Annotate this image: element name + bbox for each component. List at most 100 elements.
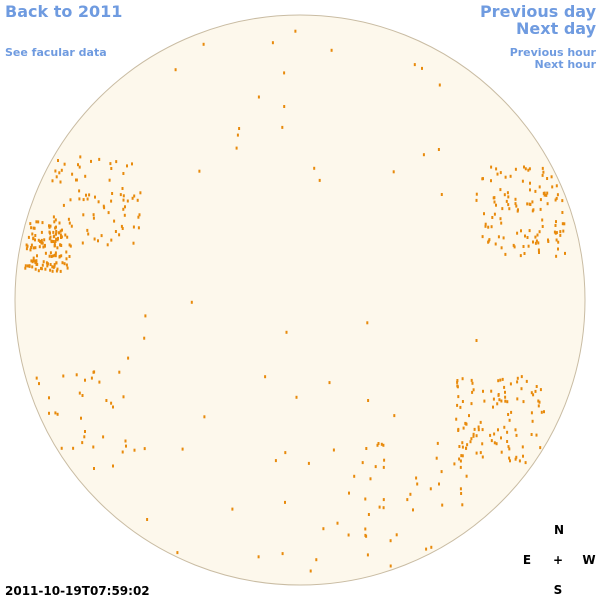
facula — [514, 428, 517, 432]
facula — [40, 241, 43, 245]
facula — [393, 414, 396, 418]
facula — [562, 229, 565, 233]
facula — [529, 203, 532, 206]
facula — [438, 83, 441, 87]
facula — [458, 445, 461, 448]
facula — [382, 443, 385, 447]
facula — [378, 505, 381, 509]
facula — [51, 265, 54, 269]
facula — [554, 198, 557, 202]
facula — [29, 248, 32, 252]
facula — [537, 241, 540, 245]
next-day-link[interactable]: Next day — [516, 19, 597, 38]
facula — [508, 447, 511, 451]
facula — [553, 230, 556, 234]
facula — [52, 230, 55, 234]
facula — [499, 188, 502, 192]
facula — [84, 174, 87, 178]
facula — [555, 231, 558, 235]
facula — [41, 221, 44, 225]
facula — [416, 482, 419, 486]
facula — [534, 389, 537, 393]
facula — [94, 195, 96, 199]
facula — [54, 251, 57, 255]
facula — [238, 127, 241, 130]
facula — [507, 195, 510, 199]
back-link[interactable]: Back to 2011 — [5, 2, 122, 21]
facula — [508, 418, 511, 422]
facula — [489, 433, 492, 437]
facula — [48, 230, 51, 234]
facula — [461, 400, 464, 403]
facula — [131, 162, 133, 166]
facula — [538, 400, 541, 404]
facula — [27, 235, 30, 239]
facula — [441, 503, 444, 507]
facula — [538, 230, 541, 234]
facula — [377, 442, 380, 445]
facula — [481, 235, 484, 239]
previous-day-link[interactable]: Previous day — [480, 2, 597, 21]
facula — [496, 402, 499, 406]
facula — [110, 238, 113, 242]
facula — [81, 394, 84, 397]
facula — [54, 218, 57, 222]
facula — [53, 264, 56, 268]
facula — [514, 202, 517, 206]
facula — [38, 382, 40, 386]
facula — [563, 222, 566, 226]
facula — [125, 444, 127, 448]
facula — [554, 224, 557, 227]
facula — [366, 553, 369, 557]
facula — [110, 167, 113, 170]
previous-hour-link[interactable]: Previous hour — [510, 46, 597, 59]
facula — [374, 465, 377, 469]
facula — [500, 450, 503, 454]
facula — [506, 440, 509, 443]
facula — [497, 393, 500, 396]
facula — [440, 193, 443, 196]
facula — [465, 422, 468, 426]
facula — [54, 411, 57, 415]
facula — [537, 404, 540, 408]
facula — [459, 487, 462, 491]
facula — [122, 198, 125, 202]
facula — [481, 442, 484, 446]
facula — [413, 63, 416, 67]
facula — [97, 200, 100, 204]
facula — [462, 426, 465, 430]
facula — [547, 240, 550, 243]
facula — [32, 246, 35, 250]
facula — [557, 240, 560, 244]
facula — [514, 457, 517, 461]
facula — [133, 194, 136, 198]
facula — [529, 188, 531, 192]
facula — [37, 238, 40, 242]
facula — [30, 259, 33, 263]
facula — [56, 412, 59, 416]
facula — [475, 192, 478, 196]
facula — [493, 212, 496, 216]
next-hour-link[interactable]: Next hour — [535, 58, 597, 71]
facula — [367, 399, 370, 402]
facula — [271, 41, 274, 45]
facula — [90, 376, 93, 380]
facula — [332, 448, 335, 452]
facula — [472, 434, 475, 438]
facular-link[interactable]: See facular data — [5, 46, 107, 59]
facula — [516, 380, 519, 384]
facula — [528, 229, 531, 233]
facula — [506, 400, 509, 404]
facula — [502, 236, 505, 240]
facula — [44, 251, 47, 255]
facula — [97, 239, 99, 243]
facula — [525, 379, 528, 383]
facula — [198, 169, 201, 173]
facula — [535, 239, 538, 243]
facula — [527, 168, 530, 172]
facula — [34, 238, 36, 242]
facula — [509, 382, 512, 386]
facula — [63, 262, 66, 266]
facula — [111, 192, 114, 195]
facula — [144, 314, 147, 318]
